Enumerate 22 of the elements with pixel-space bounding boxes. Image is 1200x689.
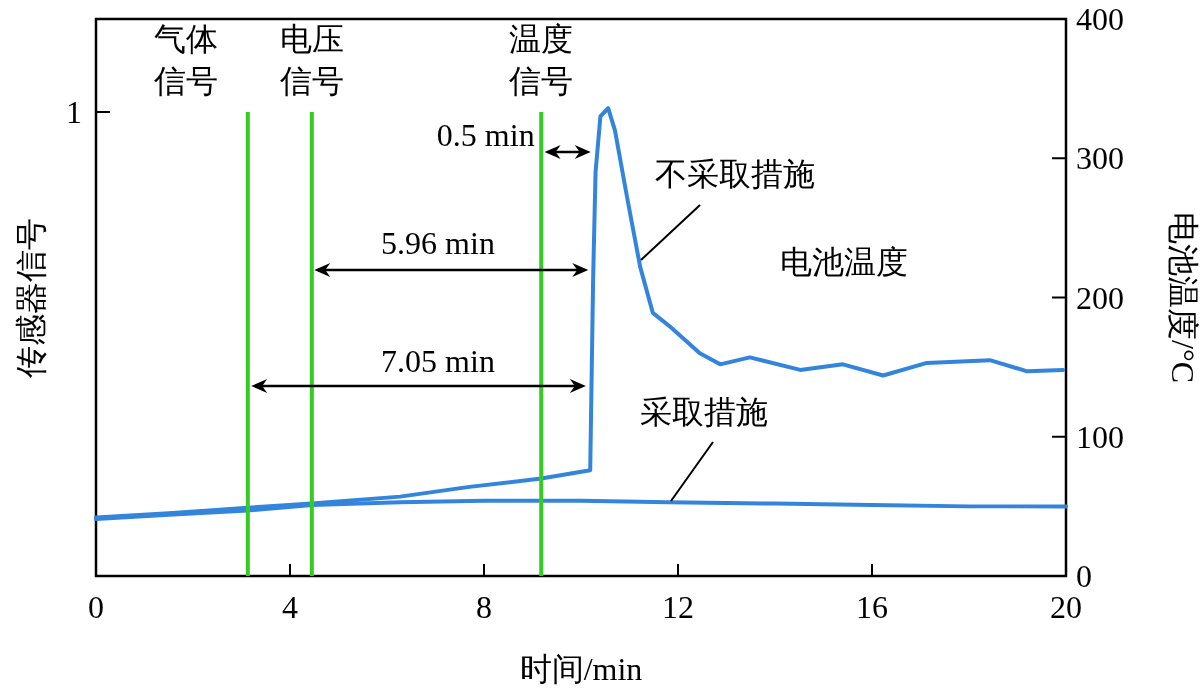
y2-axis-title: 电池温度/°C [1165,211,1200,384]
series-label: 不采取措施 [655,156,815,192]
x-tick-label: 0 [88,589,104,625]
y2-tick-label: 100 [1076,418,1124,455]
x-axis-title: 时间/min [519,651,643,687]
text: 1 [66,94,82,130]
x-tick-label: 4 [282,589,298,625]
ref-line-label: 气体信号 [153,21,218,99]
x-tick-label: 16 [856,589,888,625]
y2-tick-label: 300 [1076,140,1124,177]
annotation: 7.05 min [381,343,495,379]
ref-line-label: 电压信号 [279,21,344,99]
y-axis-title: 传感器信号 [13,217,49,378]
annotation: 0.5 min [436,117,535,153]
annotation: 5.96 min [381,225,495,261]
y2-tick-label: 400 [1076,1,1124,37]
y2-tick-label: 200 [1076,279,1124,316]
x-tick-label: 8 [476,589,492,625]
x-tick-label: 12 [662,589,694,625]
annotation: 电池温度 [780,244,908,280]
text: 采取措施 [640,394,768,430]
ref-line-label: 温度信号 [509,21,574,99]
